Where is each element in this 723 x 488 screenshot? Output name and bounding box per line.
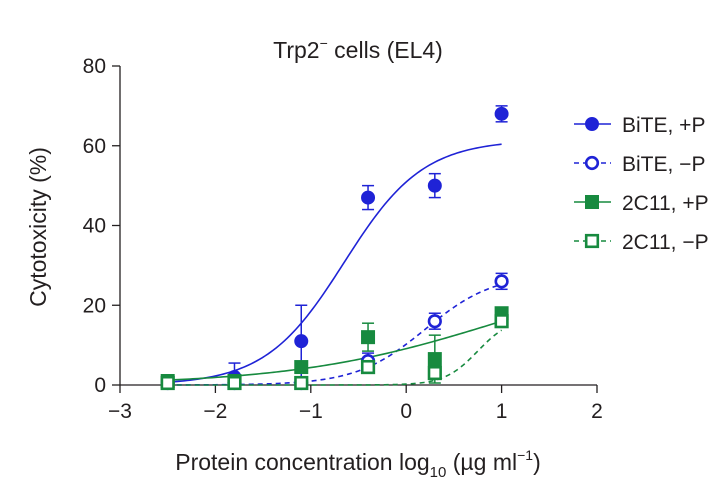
legend: BiTE, +P BiTE, −P 2C11, +P 2C11, −P xyxy=(574,114,709,254)
y-axis-label: Cytotoxicity (%) xyxy=(25,147,51,307)
legend-label: 2C11, +P xyxy=(622,192,709,215)
data-point xyxy=(294,375,309,391)
data-point xyxy=(227,375,242,391)
legend-label: BiTE, −P xyxy=(622,153,705,176)
x-tick-label: 2 xyxy=(591,400,603,423)
chart-title-main: Trp2 xyxy=(273,37,319,63)
x-axis-label-subscript: 10 xyxy=(430,464,447,481)
data-point xyxy=(160,375,175,391)
data-point xyxy=(494,106,509,121)
chart-title-superscript: − xyxy=(320,35,328,51)
x-tick-label: 1 xyxy=(496,400,508,423)
y-tick-label: 0 xyxy=(94,374,106,397)
y-tick-label: 80 xyxy=(83,55,106,78)
data-point xyxy=(427,178,442,193)
y-tick-label: 20 xyxy=(83,294,106,317)
data-points xyxy=(160,106,509,391)
legend-label: BiTE, +P xyxy=(622,114,705,137)
data-point xyxy=(427,352,442,367)
chart-title: Trp2− cells (EL4) xyxy=(273,35,443,63)
x-tick-label: 0 xyxy=(400,400,412,423)
data-point xyxy=(427,314,442,329)
x-axis-label-main: Protein concentration log xyxy=(175,449,429,475)
data-point xyxy=(427,365,442,381)
y-tick-label: 60 xyxy=(83,135,106,158)
data-point xyxy=(360,359,376,375)
chart-title-suffix: cells (EL4) xyxy=(328,37,443,63)
fit-curve xyxy=(167,329,503,386)
x-tick-label: −3 xyxy=(108,400,132,423)
fit-curves xyxy=(167,143,503,386)
legend-marker xyxy=(584,233,600,249)
legend-marker xyxy=(585,195,599,209)
x-tick-label: −2 xyxy=(203,400,227,423)
legend-label: 2C11, −P xyxy=(622,231,709,254)
x-axis-label-unit-suffix: ) xyxy=(533,449,541,475)
fit-curve xyxy=(167,283,502,386)
legend-marker xyxy=(585,117,599,131)
axes: 0 20 40 60 80 −3 −2 −1 0 1 2 xyxy=(83,55,603,423)
data-point xyxy=(361,330,376,345)
x-axis-label-unit: (µg ml xyxy=(446,449,517,475)
x-axis-label: Protein concentration log10 (µg ml−1) xyxy=(175,447,541,481)
legend-marker xyxy=(584,155,600,171)
data-point xyxy=(494,314,509,329)
fit-curve xyxy=(167,143,502,384)
y-tick-label: 40 xyxy=(83,215,106,238)
data-point xyxy=(361,190,376,205)
error-bars xyxy=(161,105,508,386)
data-point xyxy=(494,274,509,289)
data-point xyxy=(294,334,309,349)
x-tick-label: −1 xyxy=(299,400,323,423)
fit-curve xyxy=(167,320,502,381)
x-axis-label-unit-superscript: −1 xyxy=(517,447,533,463)
data-point xyxy=(294,360,309,375)
